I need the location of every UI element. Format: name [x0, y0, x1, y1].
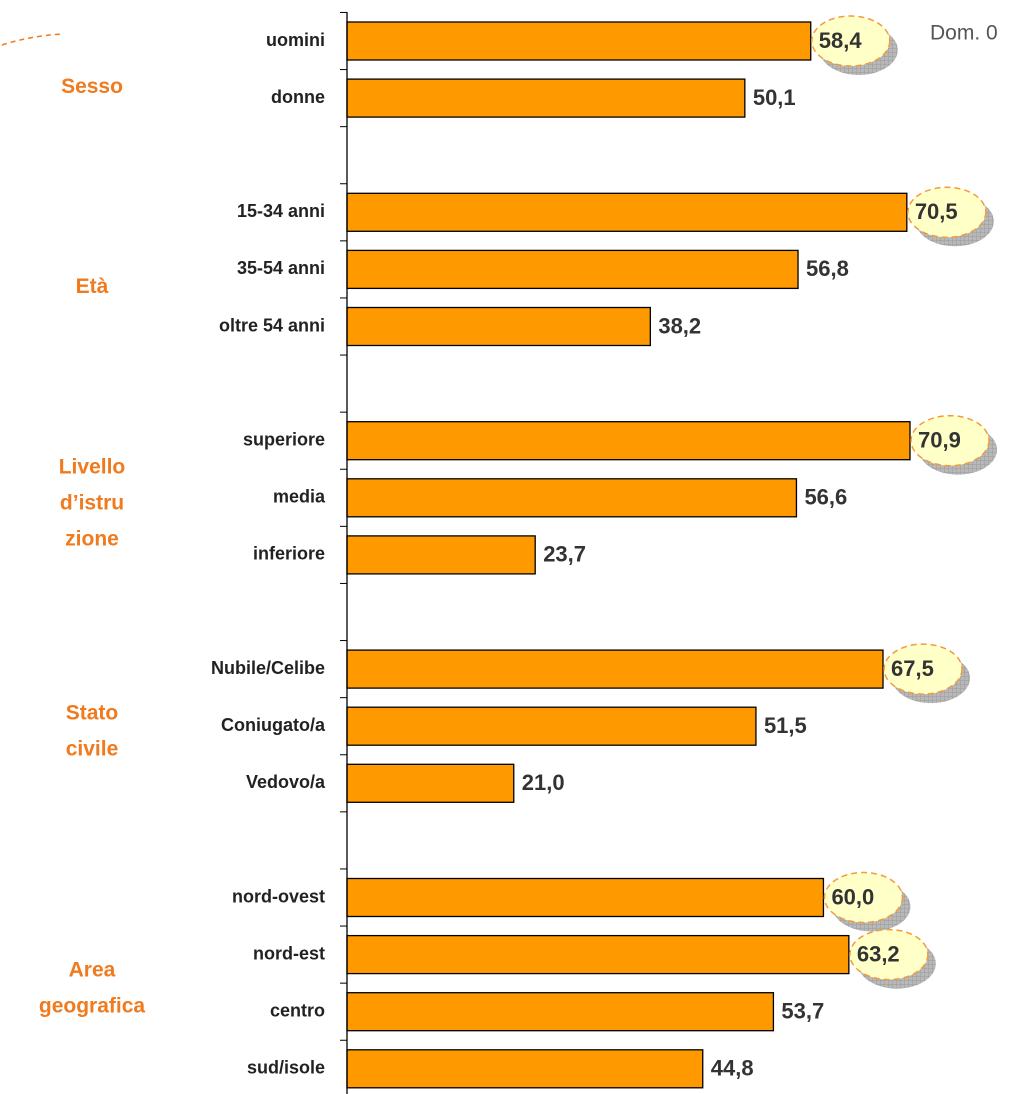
bar	[346, 306, 651, 347]
category-label: uomini	[266, 30, 325, 50]
bar	[346, 192, 908, 232]
bar	[346, 421, 911, 461]
value-label: 58,4	[819, 28, 863, 53]
category-label: Coniugato/a	[221, 715, 326, 735]
group-label: zione	[65, 527, 119, 550]
category-label: donne	[271, 87, 325, 107]
value-label: 51,5	[764, 713, 807, 738]
bar	[346, 478, 798, 518]
value-label: 67,5	[891, 656, 934, 681]
bar	[346, 1049, 704, 1089]
value-label: 38,2	[658, 313, 701, 338]
bar	[346, 649, 884, 689]
category-label: superiore	[243, 429, 325, 449]
category-label: sud/isole	[247, 1058, 325, 1078]
group-label: Stato	[66, 702, 119, 725]
category-label: media	[273, 487, 326, 507]
group-label: geografica	[39, 995, 146, 1018]
value-label: 70,9	[918, 428, 961, 453]
note: Dom. 0	[930, 22, 998, 45]
category-label: Vedovo/a	[246, 772, 326, 792]
bar	[346, 78, 746, 118]
value-label: 56,6	[804, 485, 847, 510]
highlight	[823, 871, 904, 924]
category-label: inferiore	[253, 544, 325, 564]
category-label: nord-ovest	[232, 886, 325, 906]
value-label: 53,7	[781, 999, 824, 1024]
value-label: 70,5	[915, 199, 958, 224]
highlight	[810, 15, 891, 67]
value-label: 23,7	[543, 542, 586, 567]
bar	[346, 249, 799, 290]
highlight	[883, 643, 963, 695]
category-label: 35-54 anni	[237, 258, 325, 278]
group-label: Sesso	[61, 75, 123, 98]
value-label: 60,0	[831, 884, 874, 909]
group-label: Area	[69, 959, 116, 982]
category-label: centro	[270, 1000, 325, 1020]
value-label: 44,8	[711, 1056, 754, 1081]
group-label: d’istru	[60, 491, 124, 514]
value-label: 56,8	[806, 256, 849, 281]
bar	[346, 763, 515, 803]
bar	[346, 706, 757, 746]
value-label: 50,1	[753, 85, 796, 110]
value-label: 63,2	[857, 941, 900, 966]
bar	[346, 535, 536, 575]
highlight	[910, 414, 990, 467]
category-label: 15-34 anni	[237, 201, 325, 221]
highlight	[907, 186, 987, 239]
highlight	[849, 928, 929, 981]
bar	[346, 934, 850, 975]
bar	[346, 992, 775, 1032]
bar	[346, 21, 812, 61]
group-label: Livello	[59, 455, 126, 478]
decoration	[1, 33, 63, 46]
bar	[346, 877, 825, 918]
group-label: Età	[76, 275, 109, 298]
category-label: Nubile/Celibe	[211, 658, 325, 678]
category-label: nord-est	[253, 943, 325, 963]
group-label: civile	[66, 738, 119, 761]
value-label: 21,0	[522, 770, 565, 795]
category-label: oltre 54 anni	[219, 315, 325, 335]
